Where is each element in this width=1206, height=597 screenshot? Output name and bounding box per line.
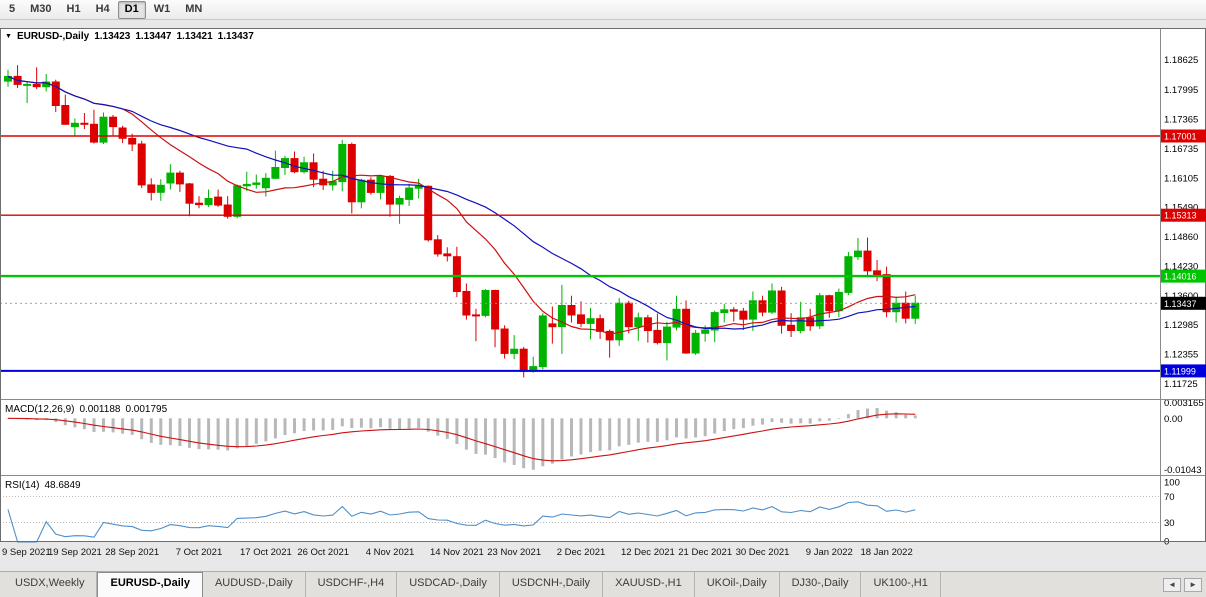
svg-text:0.003165: 0.003165 — [1164, 398, 1204, 409]
svg-text:1.16735: 1.16735 — [1164, 144, 1198, 155]
svg-text:-0.01043: -0.01043 — [1164, 465, 1202, 476]
chart-tab-usdcnh-daily[interactable]: USDCNH-,Daily — [500, 572, 604, 597]
svg-text:2 Dec 2021: 2 Dec 2021 — [557, 547, 606, 558]
svg-text:23 Nov 2021: 23 Nov 2021 — [487, 547, 541, 558]
svg-text:17 Oct 2021: 17 Oct 2021 — [240, 547, 292, 558]
svg-text:1.15490: 1.15490 — [1164, 202, 1198, 213]
symbol-tabbar-tabs: USDX,Weekly EURUSD-,Daily AUDUSD-,Daily USD… — [3, 572, 941, 597]
chart-tab-eurusd-daily[interactable]: EURUSD-,Daily — [97, 572, 203, 597]
chart-tab-xauusd-h1[interactable]: XAUUSD-,H1 — [603, 572, 695, 597]
price-tags: 1.17001 1.15313 1.14016 1.11999 1.13437 — [1161, 129, 1206, 378]
svg-text:4 Nov 2021: 4 Nov 2021 — [366, 547, 415, 558]
svg-text:1.14860: 1.14860 — [1164, 232, 1198, 243]
timeframe-button-5[interactable]: 5 — [9, 2, 16, 15]
svg-text:9 Sep 2021: 9 Sep 2021 — [2, 547, 51, 558]
timeframe-button-m30[interactable]: M30 — [30, 2, 52, 15]
svg-text:19 Sep 2021: 19 Sep 2021 — [48, 547, 102, 558]
macd-indicator-pane — [6, 408, 917, 470]
svg-text:1.12355: 1.12355 — [1164, 350, 1198, 361]
svg-text:1.17365: 1.17365 — [1164, 114, 1198, 125]
svg-text:1.15313: 1.15313 — [1164, 211, 1197, 221]
svg-text:30: 30 — [1164, 518, 1175, 529]
chart-tab-usdchf-h4[interactable]: USDCHF-,H4 — [306, 572, 398, 597]
svg-text:1.11725: 1.11725 — [1164, 379, 1198, 390]
chart-tab-dj30-daily[interactable]: DJ30-,Daily — [780, 572, 862, 597]
symbol-dropdown-icon[interactable]: ▼ — [5, 32, 12, 40]
price-chart-canvas[interactable]: 1.18625 1.17995 1.17365 1.16735 1.16105 1.154… — [0, 28, 1206, 562]
scroll-tabs-left-button[interactable]: ◄ — [1163, 577, 1182, 592]
svg-text:21 Dec 2021: 21 Dec 2021 — [678, 547, 732, 558]
svg-text:100: 100 — [1164, 478, 1180, 489]
tab-scroll-controls: ◄ ► — [1159, 572, 1206, 597]
chart-tab-usdx-weekly[interactable]: USDX,Weekly — [3, 572, 98, 597]
chart-window: 1.18625 1.17995 1.17365 1.16735 1.16105 1.154… — [0, 28, 1206, 562]
chart-tab-audusd-daily[interactable]: AUDUSD-,Daily — [203, 572, 306, 597]
svg-text:26 Oct 2021: 26 Oct 2021 — [297, 547, 349, 558]
timeframe-button-d1[interactable]: D1 — [117, 0, 146, 19]
svg-text:1.11999: 1.11999 — [1164, 366, 1196, 376]
svg-text:0.00: 0.00 — [1164, 414, 1183, 425]
svg-text:28 Sep 2021: 28 Sep 2021 — [105, 547, 159, 558]
svg-text:1.14016: 1.14016 — [1164, 272, 1197, 282]
svg-text:1.13600: 1.13600 — [1164, 291, 1198, 302]
svg-text:7 Oct 2021: 7 Oct 2021 — [176, 547, 222, 558]
svg-text:18 Jan 2022: 18 Jan 2022 — [860, 547, 912, 558]
svg-text:30 Dec 2021: 30 Dec 2021 — [736, 547, 790, 558]
svg-text:1.16105: 1.16105 — [1164, 174, 1198, 185]
svg-text:1.14230: 1.14230 — [1164, 262, 1198, 273]
svg-text:1.12985: 1.12985 — [1164, 320, 1198, 331]
svg-text:1.18625: 1.18625 — [1164, 55, 1198, 66]
chart-tab-usdcad-daily[interactable]: USDCAD-,Daily — [397, 572, 500, 597]
horizontal-level-lines[interactable] — [0, 135, 1160, 372]
chart-tab-uk100-h1[interactable]: UK100-,H1 — [861, 572, 941, 597]
svg-text:1.13437: 1.13437 — [1164, 299, 1197, 309]
timeframe-button-w1[interactable]: W1 — [153, 2, 171, 15]
timeframe-toolbar: 5 M30 H1 H4 D1 W1 MN — [0, 0, 1206, 20]
svg-text:12 Dec 2021: 12 Dec 2021 — [621, 547, 675, 558]
timeframe-button-mn[interactable]: MN — [185, 2, 203, 15]
symbol-tabbar: USDX,Weekly EURUSD-,Daily AUDUSD-,Daily USD… — [0, 571, 1206, 597]
timeframe-button-h1[interactable]: H1 — [66, 2, 81, 15]
svg-text:1.17001: 1.17001 — [1164, 132, 1197, 142]
svg-text:1.17995: 1.17995 — [1164, 85, 1198, 96]
svg-text:70: 70 — [1164, 492, 1175, 503]
rsi-indicator-pane — [0, 496, 1160, 543]
svg-text:14 Nov 2021: 14 Nov 2021 — [430, 547, 484, 558]
chart-tab-ukoil-daily[interactable]: UKOil-,Daily — [695, 572, 780, 597]
chart-background — [0, 28, 1206, 542]
timeframe-button-h4[interactable]: H4 — [95, 2, 110, 15]
scroll-tabs-right-button[interactable]: ► — [1184, 577, 1202, 592]
svg-text:9 Jan 2022: 9 Jan 2022 — [806, 547, 853, 558]
